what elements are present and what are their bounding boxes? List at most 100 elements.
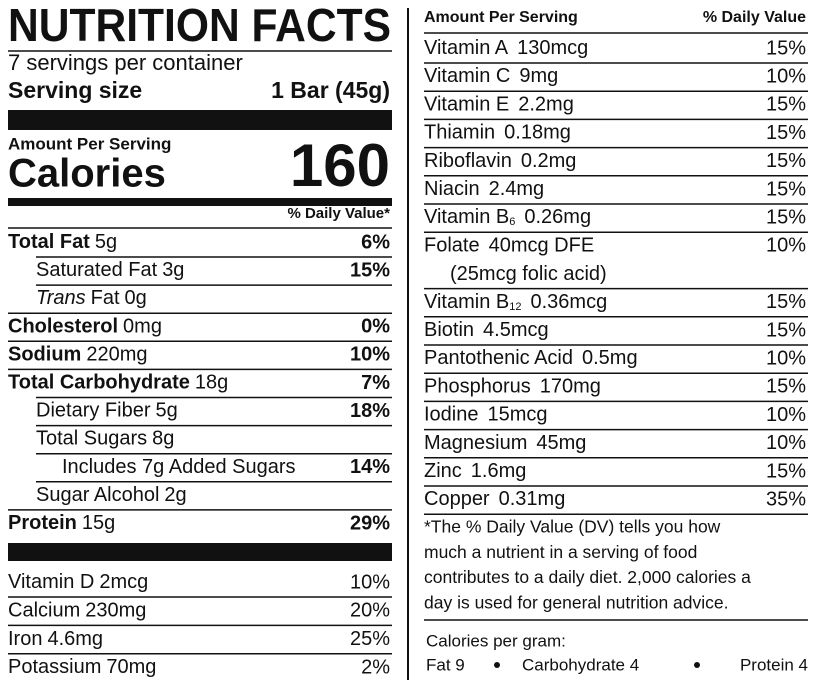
vitamin-name: Phosphorus [424, 376, 531, 398]
vitamin: Iodine 15mcg [424, 404, 548, 426]
footnote: day is used for general nutrition advice… [424, 593, 728, 613]
vitamin-dv: 10% [766, 235, 806, 257]
vitamin-dv: 2% [361, 656, 390, 678]
calories-per-gram-item: Protein 4 [740, 655, 808, 674]
vitamin-amount: 4.6mg [47, 628, 103, 650]
nutrient-name: Sodium [8, 344, 81, 366]
vitamin: Magnesium 45mg [424, 432, 586, 454]
calories-per-gram-label: Calories per gram: [426, 631, 566, 650]
nutrient-name: Includes 7g Added Sugars [62, 456, 296, 478]
serving-size-value: 1 Bar (45g) [271, 77, 390, 103]
vitamin: Vitamin E 2.2mg [424, 94, 574, 116]
nutrient-dv: 7% [361, 372, 390, 394]
bullet [694, 662, 700, 668]
nutrient-amount: 2g [164, 484, 186, 506]
footnote: contributes to a daily diet. 2,000 calor… [424, 567, 751, 587]
vitamin-amount: 130mcg [517, 37, 588, 59]
vitamin: Copper 0.31mg [424, 488, 565, 510]
nutrient: Protein 15g [8, 512, 115, 534]
nutrient-dv: 14% [350, 456, 390, 478]
calories-label: Calories [8, 152, 166, 196]
calories-header: Amount Per Serving [8, 134, 171, 153]
vitamin-dv: 15% [766, 94, 806, 116]
vitamin: Vitamin B6 0.26mg [424, 206, 591, 228]
footnote: *The % Daily Value (DV) tells you how [424, 517, 721, 537]
thick-bar [8, 543, 392, 561]
vitamin-amount: 0.36mcg [530, 291, 607, 313]
right-header-amount: Amount Per Serving [424, 9, 578, 26]
vitamin: Biotin 4.5mcg [424, 319, 549, 341]
vitamin-name: Vitamin A [424, 37, 509, 59]
vitamin-dv: 10% [350, 571, 390, 593]
vitamin-amount: 0.18mg [504, 122, 571, 144]
vitamin: Riboflavin 0.2mg [424, 150, 576, 172]
right-header-dv: % Daily Value [703, 9, 806, 26]
title: NUTRITION FACTS [8, 0, 391, 51]
vitamin: Iron 4.6mg [8, 628, 103, 650]
vitamin-dv: 15% [766, 150, 806, 172]
vitamin: Calcium 230mg [8, 600, 146, 622]
vitamin-amount: 4.5mcg [483, 319, 549, 341]
vitamin-amount: 0.2mg [521, 150, 577, 172]
vitamin: Niacin 2.4mg [424, 178, 544, 200]
nutrient: Total Carbohydrate 18g [8, 372, 228, 394]
vitamin: Vitamin C 9mg [424, 65, 558, 87]
nutrient-italic: Trans [36, 287, 86, 309]
vitamin-dv: 15% [766, 206, 806, 228]
vitamin: Pantothenic Acid 0.5mg [424, 347, 638, 369]
nutrient-name: Total Carbohydrate [8, 372, 190, 394]
vitamin-dv: 15% [766, 122, 806, 144]
nutrient: Total Fat 5g [8, 231, 117, 253]
nutrient-dv: 6% [361, 231, 390, 253]
dv-header: % Daily Value* [287, 205, 390, 222]
nutrient: Total Sugars 8g [36, 428, 174, 450]
vitamin-name: Magnesium [424, 432, 527, 454]
vitamin: Vitamin B12 0.36mcg [424, 291, 607, 313]
nutrient: Saturated Fat 3g [36, 259, 184, 281]
calories-value: 160 [290, 132, 390, 199]
vitamin-name: Vitamin D [8, 571, 94, 593]
nutrient-amount: 18g [195, 372, 228, 394]
medium-bar [8, 198, 392, 206]
nutrient: Trans Fat 0g [36, 287, 147, 309]
vitamin-amount: 1.6mg [471, 460, 527, 482]
nutrient-dv: 10% [350, 344, 390, 366]
vitamin: Folate 40mcg DFE [424, 235, 594, 257]
vitamin-amount: 70mg [106, 656, 156, 678]
vitamin-subscript: 6 [509, 216, 515, 228]
vitamin: Zinc 1.6mg [424, 460, 526, 482]
nutrient-amount: 0mg [123, 316, 162, 338]
vitamin-dv: 15% [766, 460, 806, 482]
nutrient-name: Dietary Fiber [36, 400, 151, 422]
vitamin-amount: 45mg [536, 432, 586, 454]
vitamin-name: Iodine [424, 404, 479, 426]
vitamin-name: Riboflavin [424, 150, 512, 172]
nutrient-amount: 220mg [86, 344, 147, 366]
vitamin-dv: 10% [766, 432, 806, 454]
vitamin: Vitamin D 2mcg [8, 571, 148, 593]
vitamin-dv: 20% [350, 600, 390, 622]
nutrient-amount: 15g [82, 512, 115, 534]
vitamin: Phosphorus 170mg [424, 376, 601, 398]
vitamin-amount: 2.2mg [518, 94, 574, 116]
vitamin-dv: 35% [766, 488, 806, 510]
vitamin-dv: 10% [766, 404, 806, 426]
vitamin-name: Biotin [424, 319, 474, 341]
thick-bar [8, 110, 392, 130]
nutrient-dv: 15% [350, 259, 390, 281]
vitamin-name: Vitamin B [424, 206, 509, 228]
vitamin-amount: 0.31mg [499, 488, 566, 510]
vitamin-dv: 15% [766, 376, 806, 398]
vitamin-amount: 15mcg [488, 404, 548, 426]
vitamin-dv: 15% [766, 178, 806, 200]
vitamin-amount: 2mcg [99, 571, 148, 593]
vitamin-name: Pantothenic Acid [424, 347, 573, 369]
nutrient-dv: 29% [350, 512, 390, 534]
vitamin-dv: 15% [766, 37, 806, 59]
vitamin-name: Iron [8, 628, 42, 650]
vitamin: Thiamin 0.18mg [424, 122, 571, 144]
calories-per-gram-item: Fat 9 [426, 655, 465, 674]
nutrient-name: Sugar Alcohol [36, 484, 159, 506]
vitamin-amount: 40mcg DFE [489, 235, 595, 257]
